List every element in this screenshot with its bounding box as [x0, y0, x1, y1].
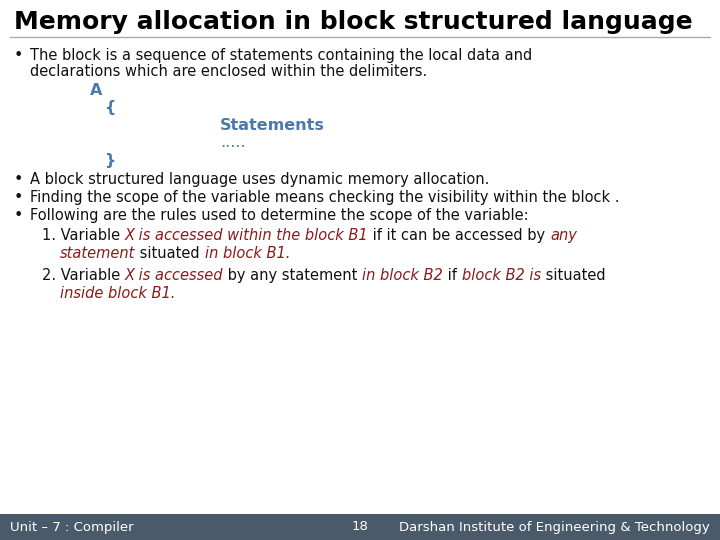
Text: 1. Variable: 1. Variable	[42, 228, 125, 243]
Text: .....: .....	[220, 135, 246, 150]
Text: 18: 18	[351, 521, 369, 534]
Text: declarations which are enclosed within the delimiters.: declarations which are enclosed within t…	[30, 64, 427, 79]
Text: •: •	[14, 172, 23, 187]
Bar	[0, 514, 720, 540]
Text: A block structured language uses dynamic memory allocation.: A block structured language uses dynamic…	[30, 172, 490, 187]
Text: X is accessed within the block B1: X is accessed within the block B1	[125, 228, 369, 243]
Text: Following are the rules used to determine the scope of the variable:: Following are the rules used to determin…	[30, 208, 528, 223]
Text: in block B1.: in block B1.	[204, 246, 290, 261]
Text: Memory allocation in block structured language: Memory allocation in block structured la…	[14, 10, 693, 34]
Text: Finding the scope of the variable means checking the visibility within the block: Finding the scope of the variable means …	[30, 190, 619, 205]
Text: {: {	[104, 100, 115, 115]
Text: •: •	[14, 208, 23, 223]
Text: block B2 is: block B2 is	[462, 268, 541, 283]
Text: in block B2: in block B2	[362, 268, 443, 283]
Text: X is accessed: X is accessed	[125, 268, 223, 283]
Text: if: if	[443, 268, 462, 283]
Text: 2. Variable: 2. Variable	[42, 268, 125, 283]
Text: }: }	[104, 153, 115, 168]
Text: by any statement: by any statement	[223, 268, 362, 283]
Text: •: •	[14, 48, 23, 63]
Text: situated: situated	[135, 246, 204, 261]
Text: Statements: Statements	[220, 118, 325, 133]
Text: The block is a sequence of statements containing the local data and: The block is a sequence of statements co…	[30, 48, 532, 63]
Text: situated: situated	[541, 268, 606, 283]
Text: Unit – 7 : Compiler: Unit – 7 : Compiler	[10, 521, 134, 534]
Text: Darshan Institute of Engineering & Technology: Darshan Institute of Engineering & Techn…	[400, 521, 710, 534]
Text: A: A	[90, 83, 102, 98]
Text: any: any	[550, 228, 577, 243]
Text: •: •	[14, 190, 23, 205]
Text: if it can be accessed by: if it can be accessed by	[369, 228, 550, 243]
Text: statement: statement	[60, 246, 135, 261]
Text: inside block B1.: inside block B1.	[60, 286, 176, 301]
